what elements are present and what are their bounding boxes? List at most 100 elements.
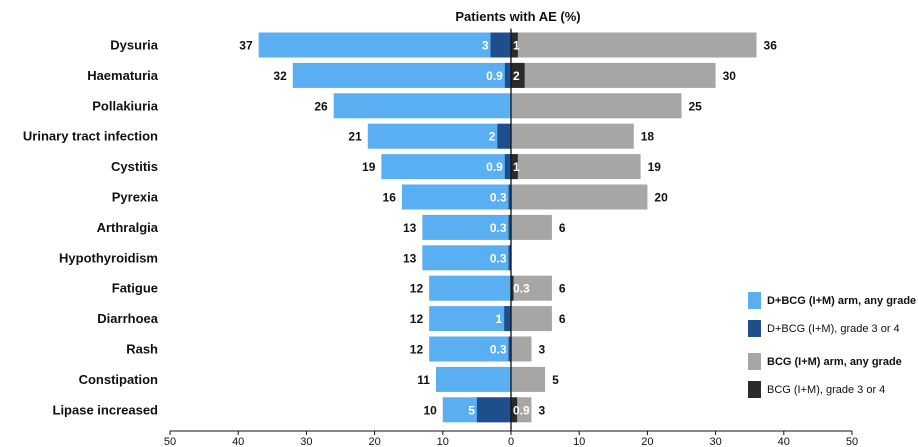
legend-label-bcg-any: BCG (I+M) arm, any grade <box>767 355 902 368</box>
legend-swatch-bcg-any <box>748 353 761 370</box>
bars-group <box>258 32 757 423</box>
value-label-bcg-g34: 0.9 <box>513 403 530 417</box>
bar-dbcg-any <box>292 62 511 88</box>
value-label-bcg-any: 30 <box>723 69 737 83</box>
bar-dbcg-any <box>429 306 511 332</box>
value-label-dbcg-any: 12 <box>410 312 424 326</box>
bar-bcg-any <box>511 62 716 88</box>
x-tick-label: 50 <box>846 436 858 447</box>
value-label-bcg-g34: 2 <box>513 69 520 83</box>
x-tick-label: 20 <box>641 436 653 447</box>
bar-dbcg-any <box>429 275 511 301</box>
x-tick-label: 0 <box>508 436 514 447</box>
category-label: Lipase increased <box>53 402 159 417</box>
value-label-dbcg-any: 26 <box>314 99 328 113</box>
bar-dbcg-any <box>401 184 511 210</box>
category-label: Haematuria <box>87 68 159 83</box>
value-label-dbcg-any: 32 <box>273 69 287 83</box>
category-label: Arthralgia <box>97 220 159 235</box>
value-label-bcg-any: 19 <box>648 160 662 174</box>
category-label: Dysuria <box>110 38 158 53</box>
value-label-dbcg-any: 37 <box>239 39 253 53</box>
value-label-bcg-any: 36 <box>764 39 778 53</box>
legend-label-dbcg-g34: D+BCG (I+M), grade 3 or 4 <box>767 322 900 335</box>
bar-dbcg-g34 <box>504 306 511 332</box>
value-label-bcg-any: 3 <box>538 343 545 357</box>
bar-dbcg-g34 <box>508 336 511 362</box>
value-label-bcg-any: 6 <box>559 312 566 326</box>
legend-swatch-dbcg-any <box>748 292 761 309</box>
value-label-dbcg-any: 16 <box>383 191 397 205</box>
category-label: Pollakiuria <box>92 98 159 113</box>
category-label: Cystitis <box>111 159 158 174</box>
value-label-dbcg-g34: 0.3 <box>490 251 507 265</box>
bar-bcg-any <box>511 214 552 240</box>
legend-swatch-dbcg-g34 <box>748 320 761 337</box>
x-axis: 50 40 30 20 10 0 10 20 30 40 50 <box>164 28 858 447</box>
value-label-dbcg-any: 12 <box>410 343 424 357</box>
value-label-bcg-any: 3 <box>538 403 545 417</box>
bar-dbcg-any <box>422 214 511 240</box>
chart-title: Patients with AE (%) <box>455 9 580 24</box>
bar-bcg-g34 <box>511 275 514 301</box>
value-label-dbcg-any: 13 <box>403 221 417 235</box>
value-label-bcg-any: 20 <box>654 191 668 205</box>
value-label-bcg-g34: 0.3 <box>513 282 530 296</box>
x-tick-label: 10 <box>437 436 449 447</box>
value-label-bcg-g34: 1 <box>513 160 520 174</box>
bar-dbcg-any <box>333 93 511 119</box>
value-label-bcg-any: 25 <box>689 99 703 113</box>
category-label: Pyrexia <box>112 190 159 205</box>
value-label-dbcg-g34: 0.3 <box>490 191 507 205</box>
bar-dbcg-g34 <box>508 214 511 240</box>
legend-label-dbcg-any: D+BCG (I+M) arm, any grade <box>767 294 917 307</box>
x-tick-label: 40 <box>778 436 790 447</box>
value-label-bcg-any: 6 <box>559 221 566 235</box>
category-label: Constipation <box>79 372 158 387</box>
category-label: Diarrhoea <box>97 311 158 326</box>
bar-bcg-g34 <box>511 62 525 88</box>
bar-dbcg-g34 <box>490 32 511 58</box>
value-label-bcg-any: 18 <box>641 130 655 144</box>
value-label-dbcg-any: 12 <box>410 282 424 296</box>
x-tick-label: 40 <box>232 436 244 447</box>
value-label-bcg-any: 5 <box>552 373 559 387</box>
legend: D+BCG (I+M) arm, any grade D+BCG (I+M), … <box>748 292 916 409</box>
value-label-dbcg-any: 10 <box>423 403 437 417</box>
value-label-dbcg-any: 21 <box>348 130 362 144</box>
bar-dbcg-any <box>381 154 511 180</box>
bar-bcg-any <box>511 336 532 362</box>
bar-bcg-any <box>511 123 634 149</box>
value-label-dbcg-g34: 3 <box>482 39 489 53</box>
bar-bcg-any <box>511 306 552 332</box>
bar-dbcg-g34 <box>508 184 511 210</box>
value-label-dbcg-g34: 0.3 <box>490 221 507 235</box>
bar-dbcg-g34 <box>504 62 511 88</box>
bar-bcg-any <box>511 154 641 180</box>
bar-dbcg-any <box>258 32 511 58</box>
legend-label-bcg-g34: BCG (I+M), grade 3 or 4 <box>767 383 886 396</box>
bar-bcg-any <box>511 93 682 119</box>
category-label: Hypothyroidism <box>59 250 158 265</box>
x-tick-label: 20 <box>368 436 380 447</box>
value-label-dbcg-any: 13 <box>403 251 417 265</box>
bar-bcg-any <box>511 184 648 210</box>
x-tick-label: 10 <box>573 436 585 447</box>
bar-dbcg-any <box>435 366 511 392</box>
bar-dbcg-g34 <box>497 123 511 149</box>
bar-dbcg-any <box>367 123 511 149</box>
bar-bcg-any <box>511 32 757 58</box>
value-label-bcg-any: 6 <box>559 282 566 296</box>
bar-dbcg-any <box>429 336 511 362</box>
value-label-dbcg-g34: 0.9 <box>486 69 503 83</box>
category-label: Fatigue <box>112 281 158 296</box>
value-label-dbcg-any: 19 <box>362 160 376 174</box>
bar-dbcg-any <box>422 245 511 271</box>
x-tick-label: 30 <box>300 436 312 447</box>
bar-dbcg-g34 <box>504 154 511 180</box>
value-label-dbcg-g34: 2 <box>489 130 496 144</box>
value-label-dbcg-g34: 0.3 <box>490 343 507 357</box>
value-label-dbcg-g34: 0.9 <box>486 160 503 174</box>
value-label-dbcg-g34: 5 <box>468 403 475 417</box>
